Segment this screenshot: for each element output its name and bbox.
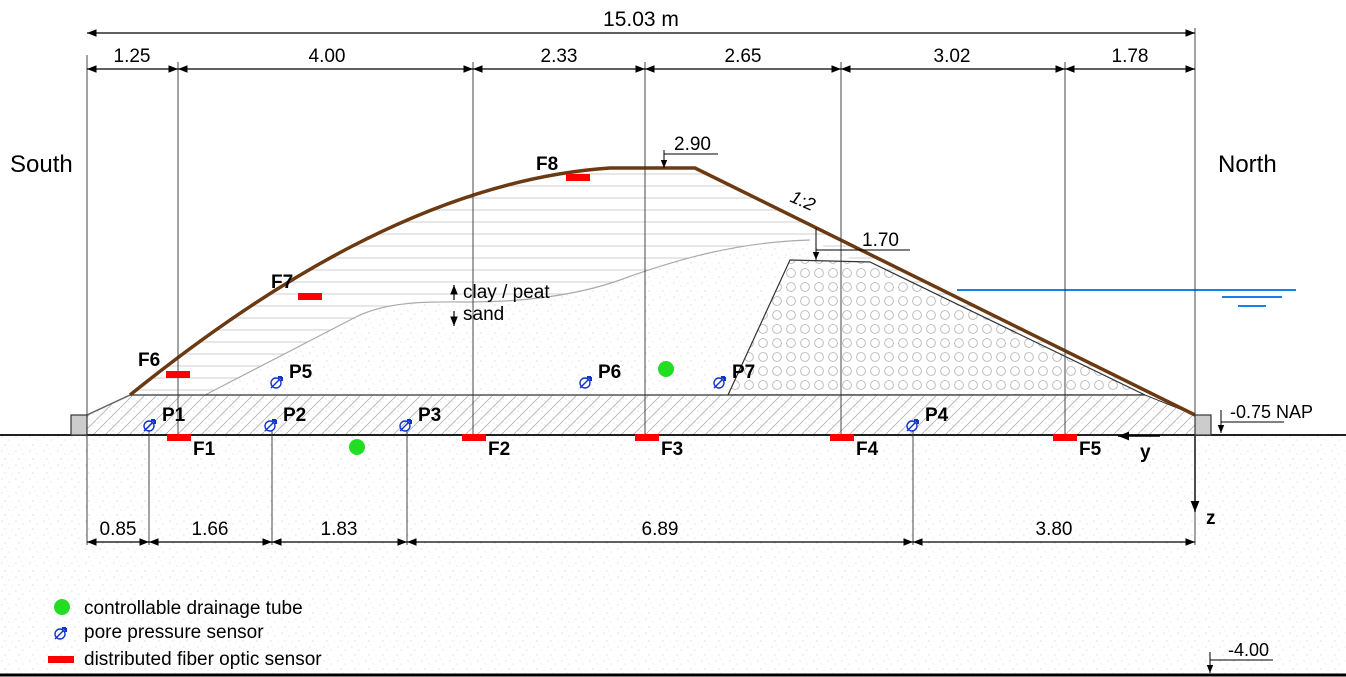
legend-drainage-icon bbox=[54, 599, 70, 615]
drainage-tube-2 bbox=[658, 361, 674, 377]
crest-level-label: 2.90 bbox=[674, 134, 711, 155]
pore-label-p1: P1 bbox=[162, 405, 186, 426]
bottom-dim-3: 1.83 bbox=[321, 519, 358, 540]
z-axis-label: z bbox=[1206, 508, 1216, 529]
fiber-sensor-f7 bbox=[298, 293, 322, 300]
pore-label-p5: P5 bbox=[289, 362, 313, 383]
legend-pore-icon bbox=[54, 627, 67, 640]
crest-level-marker bbox=[660, 150, 718, 168]
pore-sensor-p1 bbox=[143, 419, 156, 432]
pore-sensor-p4 bbox=[906, 419, 919, 432]
fiber-sensor-f3 bbox=[635, 434, 659, 441]
berm-block bbox=[727, 259, 1146, 396]
top-dim-1: 1.25 bbox=[114, 46, 151, 67]
top-dim-5: 3.02 bbox=[934, 46, 971, 67]
fiber-label-f7: F7 bbox=[271, 272, 293, 293]
pore-sensor-p5 bbox=[270, 376, 283, 389]
top-dim-4: 2.65 bbox=[725, 46, 762, 67]
fiber-label-f5: F5 bbox=[1079, 439, 1102, 460]
fiber-sensor-f5 bbox=[1053, 434, 1077, 441]
bottom-dim-2: 1.66 bbox=[192, 519, 229, 540]
legend-fiber-label: distributed fiber optic sensor bbox=[84, 649, 322, 670]
extension-lines bbox=[86, 28, 1196, 545]
dimension-lines bbox=[87, 29, 1195, 546]
legend: controllable drainage tube pore pressure… bbox=[48, 598, 322, 670]
fiber-sensor-f1 bbox=[167, 434, 191, 441]
berm-level-label: 1.70 bbox=[862, 230, 899, 251]
pore-label-p7: P7 bbox=[732, 362, 755, 383]
legend-fiber-icon bbox=[48, 656, 74, 663]
fiber-sensor-f8 bbox=[566, 174, 590, 181]
pore-sensor-p6 bbox=[579, 376, 592, 389]
foundation-layer bbox=[86, 394, 1196, 436]
berm-level-marker bbox=[812, 228, 910, 260]
clay-sand-boundary bbox=[204, 239, 811, 396]
subsoil-sand bbox=[0, 435, 1346, 677]
fiber-label-f4: F4 bbox=[856, 439, 879, 460]
pore-label-p4: P4 bbox=[925, 405, 949, 426]
axis-arrows bbox=[1118, 431, 1200, 512]
top-dim-6: 1.78 bbox=[1112, 46, 1149, 67]
fiber-sensor-f6 bbox=[166, 371, 190, 378]
bottom-level-marker bbox=[1206, 652, 1273, 673]
pore-sensor-p2 bbox=[264, 419, 277, 432]
pore-sensors bbox=[143, 376, 919, 432]
pore-label-p3: P3 bbox=[418, 405, 441, 426]
bottom-dim-1: 0.85 bbox=[100, 519, 137, 540]
dike-surface bbox=[128, 166, 1196, 417]
top-dim-2: 4.00 bbox=[309, 46, 346, 67]
fiber-label-f8: F8 bbox=[536, 154, 558, 175]
pore-label-p2: P2 bbox=[283, 405, 306, 426]
fiber-label-f3: F3 bbox=[661, 439, 683, 460]
fiber-label-f1: F1 bbox=[193, 439, 216, 460]
fiber-label-f2: F2 bbox=[488, 439, 510, 460]
ground-level-label: -0.75 NAP bbox=[1230, 402, 1313, 422]
y-axis-label: y bbox=[1140, 442, 1151, 463]
pore-sensor-p3 bbox=[399, 419, 412, 432]
drainage-tube-1 bbox=[349, 439, 365, 455]
fiber-sensors bbox=[166, 174, 1077, 441]
north-label: North bbox=[1218, 151, 1277, 178]
legend-pore-label: pore pressure sensor bbox=[84, 622, 264, 643]
bottom-level-label: -4.00 bbox=[1228, 640, 1269, 660]
fiber-sensor-f4 bbox=[830, 434, 854, 441]
bottom-dim-4: 6.89 bbox=[642, 519, 679, 540]
total-width-label: 15.03 m bbox=[603, 8, 679, 31]
pore-sensor-p7 bbox=[713, 376, 726, 389]
toe-block-north bbox=[1194, 414, 1212, 436]
legend-drainage-label: controllable drainage tube bbox=[84, 598, 303, 619]
fiber-sensor-f2 bbox=[462, 434, 486, 441]
toe-block-south bbox=[70, 414, 88, 436]
fiber-label-f6: F6 bbox=[138, 350, 160, 371]
sand-label: sand bbox=[463, 304, 504, 325]
dike-toe-south bbox=[86, 394, 131, 416]
south-label: South bbox=[10, 151, 73, 178]
top-dim-3: 2.33 bbox=[541, 46, 578, 67]
ground-level-marker bbox=[1217, 410, 1284, 433]
slope-label: 1:2 bbox=[787, 187, 818, 215]
bottom-dim-5: 3.80 bbox=[1036, 519, 1073, 540]
pore-label-p6: P6 bbox=[598, 362, 621, 383]
clay-peat-label: clay / peat bbox=[463, 282, 550, 303]
